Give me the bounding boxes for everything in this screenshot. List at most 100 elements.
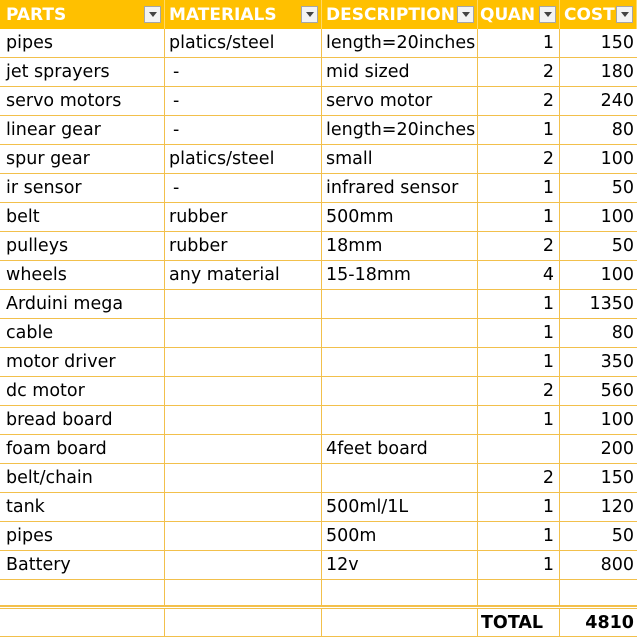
cell-quantity[interactable]: 1 [478, 348, 560, 377]
cell-description[interactable]: 500m [322, 522, 478, 551]
cell-quantity[interactable]: 1 [478, 319, 560, 348]
header-description[interactable]: DESCRIPTION [322, 0, 478, 29]
cell-material[interactable]: any material [165, 261, 322, 290]
cell-description[interactable]: 4feet board [322, 435, 478, 464]
cell-cost[interactable]: 100 [560, 261, 637, 290]
cell-quantity[interactable] [478, 435, 560, 464]
cell-cost[interactable]: 80 [560, 319, 637, 348]
cell-cost[interactable]: 560 [560, 377, 637, 406]
cell-quantity[interactable]: 1 [478, 116, 560, 145]
cell-description[interactable]: 12v [322, 551, 478, 580]
cell-empty[interactable] [560, 580, 637, 606]
cell-material[interactable] [165, 406, 322, 435]
cell-quantity[interactable]: 2 [478, 464, 560, 493]
cell-cost[interactable]: 50 [560, 522, 637, 551]
cell-material[interactable] [165, 493, 322, 522]
filter-dropdown-button[interactable] [539, 6, 556, 23]
cell-part[interactable]: belt/chain [0, 464, 165, 493]
cell-description[interactable]: small [322, 145, 478, 174]
header-parts[interactable]: PARTS [0, 0, 165, 29]
cell-description[interactable]: 500mm [322, 203, 478, 232]
cell-cost[interactable]: 100 [560, 203, 637, 232]
cell-description[interactable]: length=20inches [322, 116, 478, 145]
cell-cost[interactable]: 50 [560, 232, 637, 261]
cell-cost[interactable]: 100 [560, 406, 637, 435]
cell-description[interactable] [322, 290, 478, 319]
cell-description[interactable] [322, 406, 478, 435]
cell-description[interactable]: 500ml/1L [322, 493, 478, 522]
cell-part[interactable]: cable [0, 319, 165, 348]
cell-material[interactable]: - [165, 174, 322, 203]
cell-cost[interactable]: 150 [560, 29, 637, 58]
cell-quantity[interactable]: 1 [478, 551, 560, 580]
cell-cost[interactable]: 50 [560, 174, 637, 203]
cell-quantity[interactable]: 1 [478, 174, 560, 203]
cell-part[interactable]: pipes [0, 29, 165, 58]
cell-empty[interactable] [165, 580, 322, 606]
cell-quantity[interactable]: 4 [478, 261, 560, 290]
cell-cost[interactable]: 120 [560, 493, 637, 522]
cell-quantity[interactable]: 2 [478, 232, 560, 261]
cell-material[interactable]: - [165, 58, 322, 87]
cell-part[interactable]: Arduini mega [0, 290, 165, 319]
cell-empty[interactable] [0, 609, 165, 637]
cell-material[interactable]: rubber [165, 232, 322, 261]
cell-part[interactable]: tank [0, 493, 165, 522]
cell-part[interactable]: spur gear [0, 145, 165, 174]
cell-material[interactable] [165, 290, 322, 319]
cell-empty[interactable] [0, 580, 165, 606]
cell-quantity[interactable]: 1 [478, 290, 560, 319]
cell-cost[interactable]: 350 [560, 348, 637, 377]
cell-quantity[interactable]: 1 [478, 493, 560, 522]
cell-material[interactable]: - [165, 87, 322, 116]
cell-part[interactable]: servo motors [0, 87, 165, 116]
cell-part[interactable]: pulleys [0, 232, 165, 261]
cell-cost[interactable]: 1350 [560, 290, 637, 319]
cell-part[interactable]: foam board [0, 435, 165, 464]
header-quantity[interactable]: QUAN [478, 0, 560, 29]
cell-quantity[interactable]: 2 [478, 87, 560, 116]
cell-cost[interactable]: 200 [560, 435, 637, 464]
cell-description[interactable]: mid sized [322, 58, 478, 87]
cell-cost[interactable]: 100 [560, 145, 637, 174]
cell-empty[interactable] [322, 609, 478, 637]
cell-part[interactable]: dc motor [0, 377, 165, 406]
cell-part[interactable]: motor driver [0, 348, 165, 377]
cell-part[interactable]: wheels [0, 261, 165, 290]
cell-description[interactable]: 15-18mm [322, 261, 478, 290]
cell-description[interactable]: infrared sensor [322, 174, 478, 203]
cell-material[interactable] [165, 551, 322, 580]
cell-quantity[interactable]: 1 [478, 203, 560, 232]
cell-material[interactable] [165, 464, 322, 493]
cell-part[interactable]: jet sprayers [0, 58, 165, 87]
total-label[interactable]: TOTAL [478, 609, 560, 637]
cell-quantity[interactable]: 1 [478, 406, 560, 435]
cell-part[interactable]: Battery [0, 551, 165, 580]
cell-description[interactable] [322, 464, 478, 493]
cell-empty[interactable] [165, 609, 322, 637]
cell-material[interactable] [165, 319, 322, 348]
cell-empty[interactable] [478, 580, 560, 606]
cell-description[interactable] [322, 348, 478, 377]
cell-cost[interactable]: 800 [560, 551, 637, 580]
cell-material[interactable]: platics/steel [165, 145, 322, 174]
total-value[interactable]: 4810 [560, 609, 637, 637]
cell-description[interactable] [322, 377, 478, 406]
cell-cost[interactable]: 240 [560, 87, 637, 116]
filter-dropdown-button[interactable] [457, 6, 474, 23]
cell-cost[interactable]: 180 [560, 58, 637, 87]
cell-quantity[interactable]: 1 [478, 522, 560, 551]
cell-material[interactable]: - [165, 116, 322, 145]
cell-material[interactable] [165, 435, 322, 464]
cell-cost[interactable]: 80 [560, 116, 637, 145]
filter-dropdown-button[interactable] [301, 6, 318, 23]
cell-part[interactable]: belt [0, 203, 165, 232]
cell-part[interactable]: ir sensor [0, 174, 165, 203]
cell-material[interactable]: rubber [165, 203, 322, 232]
cell-description[interactable]: 18mm [322, 232, 478, 261]
filter-dropdown-button[interactable] [616, 6, 633, 23]
cell-material[interactable] [165, 377, 322, 406]
cell-description[interactable]: servo motor [322, 87, 478, 116]
header-materials[interactable]: MATERIALS [165, 0, 322, 29]
cell-quantity[interactable]: 2 [478, 58, 560, 87]
